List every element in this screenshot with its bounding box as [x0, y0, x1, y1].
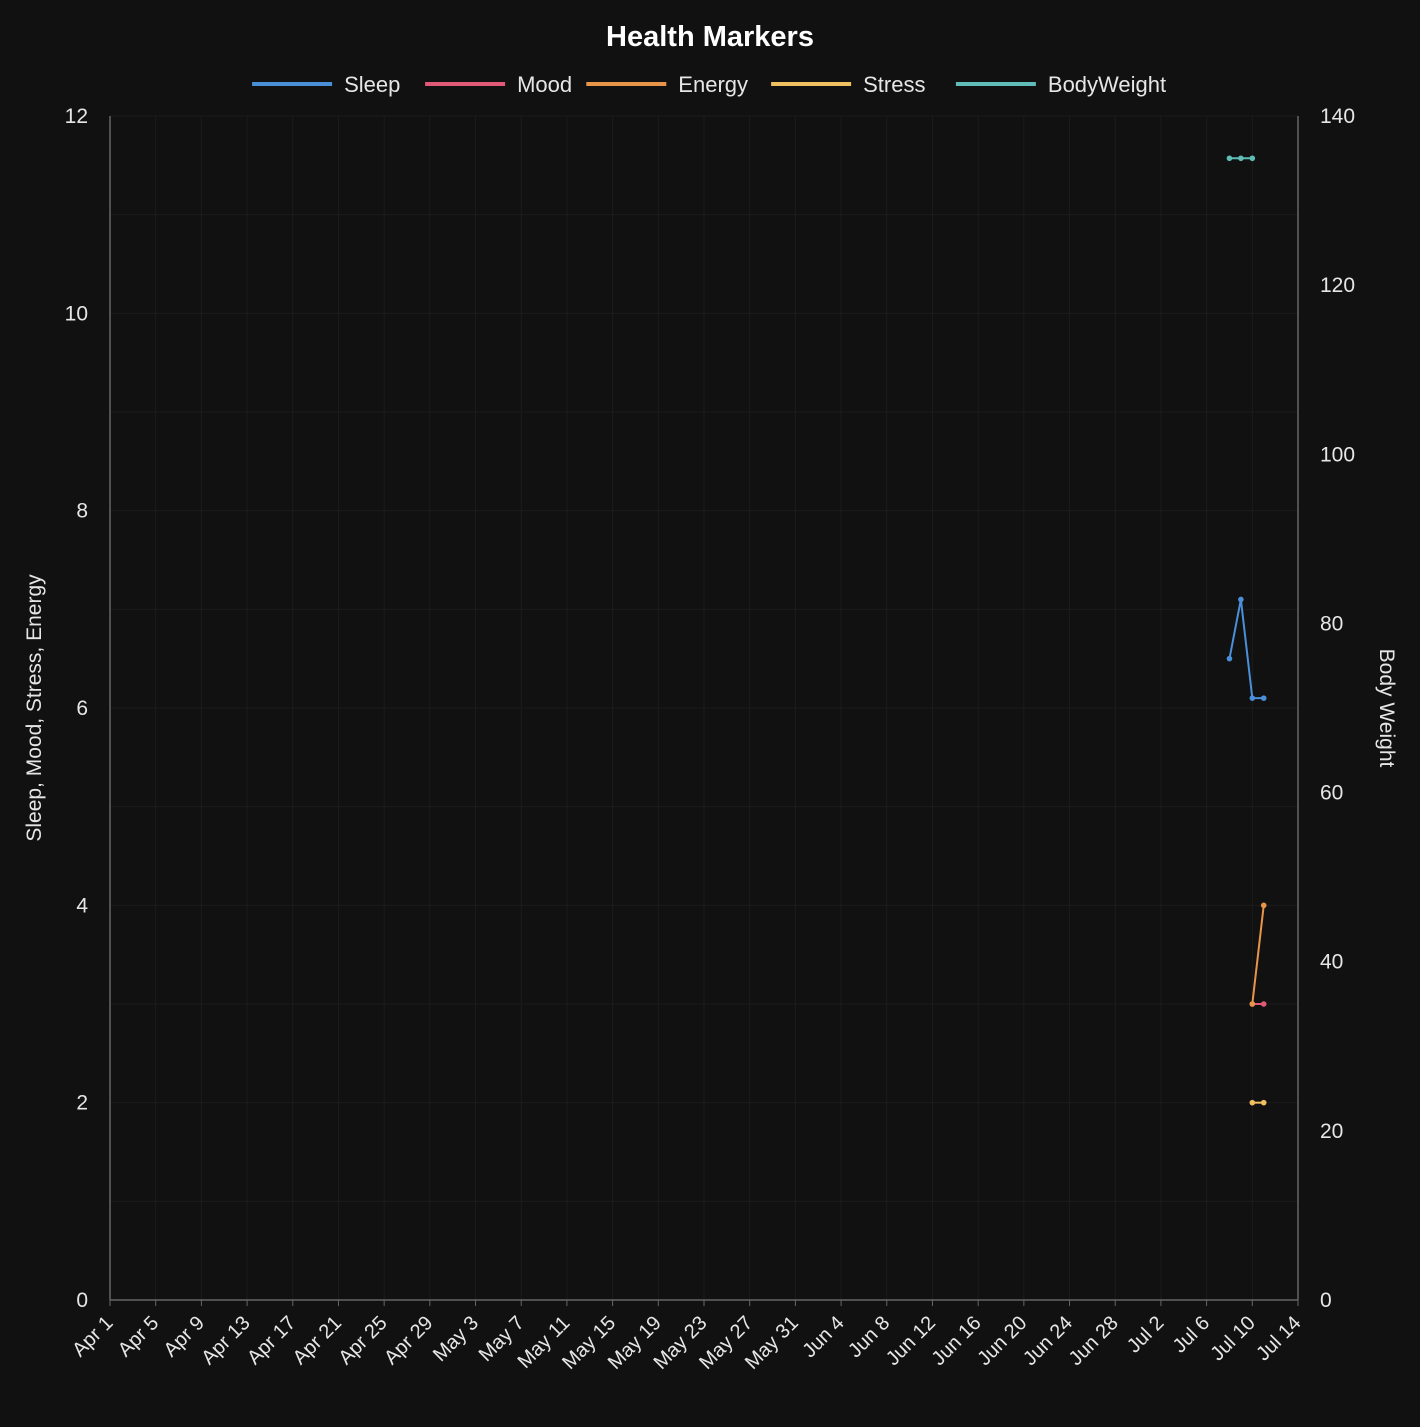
y-left-tick-label: 12 — [65, 105, 88, 128]
legend-label: Stress — [863, 72, 925, 97]
legend-label: BodyWeight — [1048, 72, 1166, 97]
chart-title: Health Markers — [606, 21, 814, 53]
y-right-tick-label: 40 — [1320, 951, 1343, 974]
series-sleep — [1226, 596, 1267, 701]
series-line — [1251, 905, 1265, 1005]
series-layer — [1226, 155, 1267, 1106]
y-right-axis-ticks: 0 20 40 60 80 100 120 140 — [1320, 105, 1355, 1312]
y-right-tick-label: 60 — [1320, 782, 1343, 805]
data-point[interactable] — [1238, 155, 1244, 162]
data-point[interactable] — [1226, 155, 1233, 162]
y-right-tick-label: 80 — [1320, 612, 1343, 635]
y-right-tick-label: 0 — [1320, 1289, 1332, 1312]
legend-label: Energy — [678, 72, 748, 97]
y-left-tick-label: 10 — [65, 302, 88, 325]
series-stress — [1249, 1099, 1267, 1106]
data-point[interactable] — [1260, 1001, 1267, 1007]
grid — [109, 115, 1299, 1301]
x-tick-label: Apr 17 — [243, 1312, 300, 1369]
x-tick-label: Apr 1 — [68, 1312, 117, 1361]
data-point[interactable] — [1238, 596, 1244, 603]
x-tick-label: Jul 2 — [1123, 1312, 1168, 1357]
y-right-tick-label: 20 — [1320, 1120, 1343, 1143]
x-tick-label: Apr 25 — [334, 1312, 391, 1369]
x-tick-label: Jul 10 — [1207, 1312, 1260, 1365]
y-right-tick-label: 140 — [1320, 105, 1355, 128]
y-left-tick-label: 4 — [76, 894, 88, 917]
data-point[interactable] — [1249, 1099, 1256, 1106]
y-left-tick-label: 2 — [76, 1092, 88, 1115]
data-point[interactable] — [1260, 1099, 1267, 1106]
legend-label: Sleep — [344, 72, 400, 97]
data-point[interactable] — [1249, 155, 1256, 162]
data-point[interactable] — [1260, 902, 1267, 909]
x-tick-label: Jun 20 — [973, 1312, 1031, 1370]
y-left-tick-label: 0 — [76, 1289, 88, 1312]
y-left-axis-ticks: 0 2 4 6 8 10 12 — [65, 105, 89, 1312]
x-tick-label: Jul 14 — [1252, 1312, 1305, 1365]
data-point[interactable] — [1226, 655, 1233, 662]
data-point[interactable] — [1260, 695, 1267, 701]
x-tick-label: Apr 21 — [289, 1312, 346, 1369]
x-tick-label: Apr 29 — [380, 1312, 437, 1369]
x-tick-label: Jun 24 — [1019, 1312, 1077, 1370]
series-line — [1228, 599, 1264, 700]
x-tick-label: Jun 28 — [1065, 1312, 1123, 1370]
x-tick-label: Apr 13 — [197, 1312, 254, 1369]
legend-label: Mood — [517, 72, 572, 97]
y-right-axis-label: Body Weight — [1375, 649, 1398, 768]
series-bodyweight — [1226, 155, 1256, 162]
x-tick-label: Jun 4 — [798, 1312, 848, 1362]
legend: Sleep Mood Energy Stress BodyWeight — [252, 72, 1166, 97]
y-right-tick-label: 120 — [1320, 274, 1355, 297]
y-right-tick-label: 100 — [1320, 443, 1355, 466]
y-left-tick-label: 8 — [76, 500, 88, 523]
x-tick-label: Apr 5 — [114, 1312, 163, 1361]
x-tick-label: May 3 — [429, 1312, 483, 1366]
x-tick-label: Jun 16 — [928, 1312, 986, 1370]
data-point[interactable] — [1249, 1001, 1256, 1007]
series-energy — [1249, 902, 1267, 1007]
y-left-tick-label: 6 — [76, 697, 88, 720]
data-point[interactable] — [1249, 695, 1256, 701]
y-left-axis-label: Sleep, Mood, Stress, Energy — [23, 574, 46, 842]
x-tick-label: Jun 12 — [882, 1312, 940, 1370]
